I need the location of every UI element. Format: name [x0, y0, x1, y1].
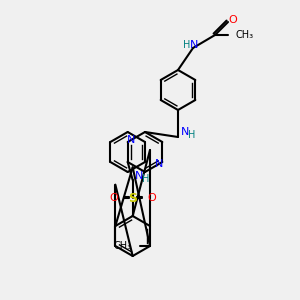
Text: CH₃: CH₃	[114, 241, 132, 251]
Text: O: O	[229, 15, 237, 25]
Text: N: N	[190, 40, 198, 50]
Text: H: H	[183, 40, 191, 50]
Text: S: S	[128, 191, 137, 205]
Text: N: N	[127, 135, 135, 145]
Text: O: O	[147, 193, 156, 203]
Text: N: N	[134, 171, 143, 181]
Text: CH₃: CH₃	[235, 30, 253, 40]
Text: N: N	[181, 127, 189, 137]
Text: O: O	[109, 193, 118, 203]
Text: N: N	[155, 159, 164, 169]
Text: H: H	[188, 130, 196, 140]
Text: H: H	[142, 174, 149, 184]
